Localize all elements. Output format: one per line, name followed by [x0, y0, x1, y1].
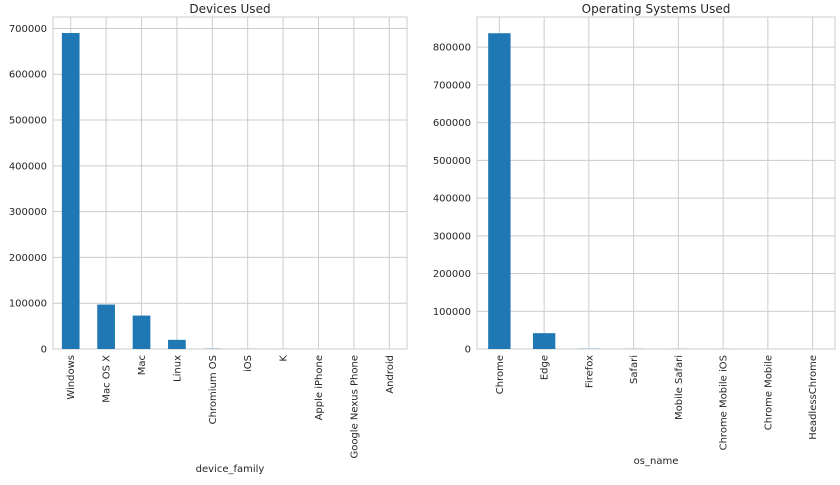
x-axis-label: device_family	[196, 464, 265, 475]
plot-area	[477, 17, 835, 349]
y-tick-label: 800000	[433, 43, 471, 54]
x-tick-label: Apple iPhone	[314, 355, 325, 420]
y-tick-label: 400000	[433, 194, 471, 205]
bar	[97, 305, 115, 349]
chart-title: Operating Systems Used	[582, 2, 731, 16]
x-tick-label: Mac OS X	[102, 355, 113, 403]
chart-devices-used: 0 100000 200000 300000 400000 500000 600000 700…	[9, 2, 407, 475]
x-tick-label: K	[279, 355, 290, 362]
bar	[62, 33, 80, 349]
x-tick-label: Safari	[629, 355, 640, 384]
x-tick-labels: Windows Mac OS X Mac Linux Chromium OS iOS K Ap…	[66, 355, 396, 459]
y-tick-label: 200000	[433, 269, 471, 280]
y-tick-label: 0	[465, 345, 471, 356]
y-tick-label: 700000	[9, 24, 47, 35]
x-tick-label: iOS	[243, 355, 254, 372]
y-tick-label: 100000	[9, 299, 47, 310]
y-tick-label: 300000	[9, 207, 47, 218]
x-tick-label: Mac	[137, 355, 148, 375]
y-tick-label: 500000	[433, 156, 471, 167]
x-tick-label: Linux	[172, 355, 183, 382]
x-tick-label: Edge	[540, 355, 551, 380]
x-tick-label: Chrome	[495, 355, 506, 394]
y-tick-labels: 0 100000 200000 300000 400000 500000 600000 700…	[433, 43, 471, 356]
y-tick-label: 100000	[433, 307, 471, 318]
x-tick-label: Firefox	[584, 355, 595, 388]
y-tick-label: 200000	[9, 253, 47, 264]
bar	[488, 33, 510, 349]
bar	[133, 316, 151, 349]
y-tick-label: 0	[41, 345, 47, 356]
chart-operating-systems-used: 0 100000 200000 300000 400000 500000 600000 700…	[433, 2, 835, 467]
x-tick-label: Chromium OS	[208, 355, 219, 424]
x-tick-label: Windows	[66, 355, 77, 400]
y-tick-labels: 0 100000 200000 300000 400000 500000 600000 700…	[9, 24, 47, 356]
x-tick-label: Chrome Mobile	[763, 355, 774, 430]
y-tick-label: 700000	[433, 80, 471, 91]
x-tick-label: Google Nexus Phone	[349, 355, 360, 459]
y-tick-label: 600000	[9, 70, 47, 81]
x-tick-label: Chrome Mobile iOS	[719, 355, 730, 450]
y-tick-label: 400000	[9, 161, 47, 172]
x-tick-label: Android	[385, 355, 396, 394]
x-tick-label: Mobile Safari	[674, 355, 685, 420]
x-axis-label: os_name	[634, 456, 679, 467]
bar	[168, 340, 186, 349]
bar	[533, 333, 555, 349]
y-tick-label: 300000	[433, 231, 471, 242]
y-tick-label: 600000	[433, 118, 471, 129]
x-tick-labels: Chrome Edge Firefox Safari Mobile Safari Chro…	[495, 355, 819, 450]
y-tick-label: 500000	[9, 116, 47, 127]
chart-title: Devices Used	[189, 2, 270, 16]
x-tick-label: HeadlessChrome	[808, 355, 819, 440]
